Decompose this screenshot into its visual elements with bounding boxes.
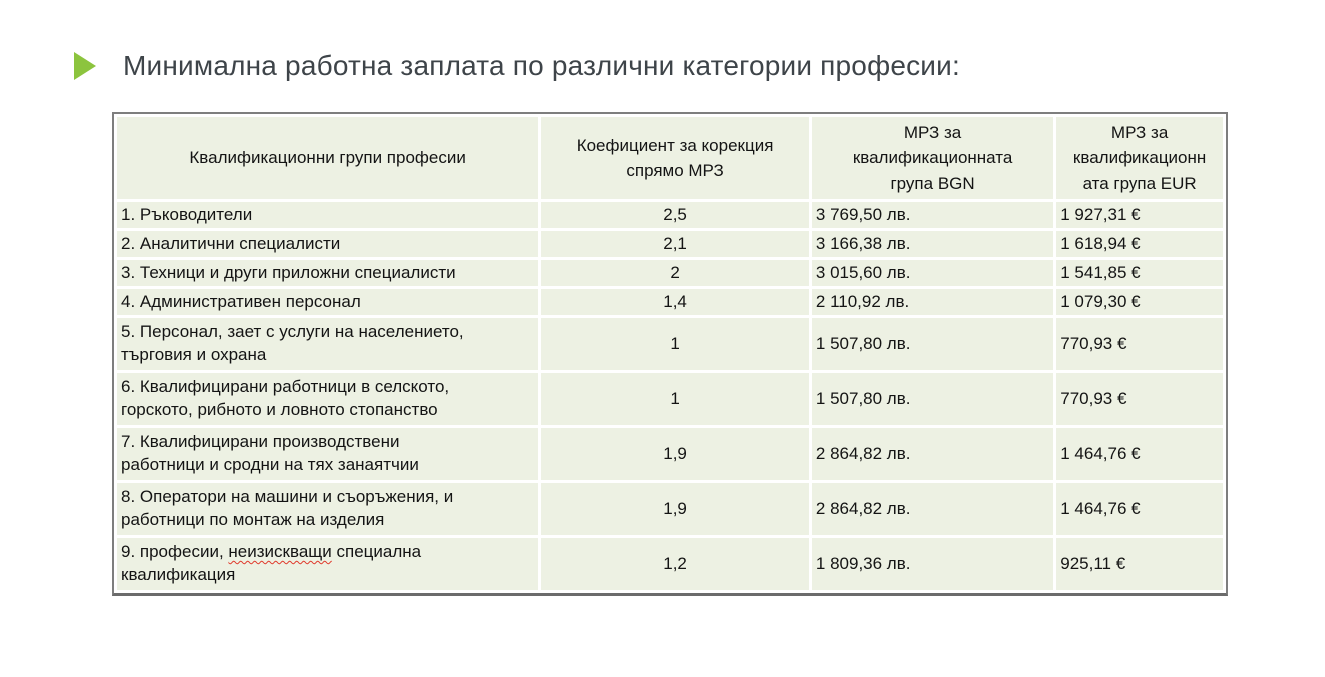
- cell-eur-amount: 1 541,85 €: [1056, 260, 1223, 286]
- cell-profession: 1. Ръководители: [117, 202, 539, 228]
- table-row: 3. Техници и други приложни специалисти …: [117, 260, 1223, 286]
- cell-eur-amount: 1 927,31 €: [1056, 202, 1223, 228]
- cell-bgn-amount: 1 809,36 лв.: [811, 538, 1054, 590]
- table-row: 2. Аналитични специалисти 2,1 3 166,38 л…: [117, 231, 1223, 257]
- table-row: 7. Квалифицирани производствени работниц…: [117, 428, 1223, 480]
- column-header-qualification-groups: Квалификационни групи професии: [117, 117, 539, 199]
- cell-profession: 9. професии, неизискващи специална квали…: [117, 538, 539, 590]
- cell-profession: 3. Техници и други приложни специалисти: [117, 260, 539, 286]
- table-row: 8. Оператори на машини и съоръжения, и р…: [117, 483, 1223, 535]
- cell-profession: 4. Административен персонал: [117, 289, 539, 315]
- table-row: 5. Персонал, зает с услуги на населениет…: [117, 318, 1223, 370]
- cell-coefficient: 1,9: [541, 483, 809, 535]
- cell-bgn-amount: 3 769,50 лв.: [811, 202, 1054, 228]
- cell-coefficient: 1: [541, 318, 809, 370]
- cell-eur-amount: 770,93 €: [1056, 373, 1223, 425]
- cell-eur-amount: 1 464,76 €: [1056, 428, 1223, 480]
- column-header-coefficient: Коефициент за корекция спрямо МРЗ: [541, 117, 809, 199]
- cell-coefficient: 1,4: [541, 289, 809, 315]
- cell-bgn-amount: 3 015,60 лв.: [811, 260, 1054, 286]
- cell-coefficient: 2,1: [541, 231, 809, 257]
- title-block: Минимална работна заплата по различни ка…: [74, 50, 960, 82]
- cell-eur-amount: 925,11 €: [1056, 538, 1223, 590]
- cell-eur-amount: 1 079,30 €: [1056, 289, 1223, 315]
- cell-profession: 8. Оператори на машини и съоръжения, и р…: [117, 483, 539, 535]
- cell-bgn-amount: 1 507,80 лв.: [811, 318, 1054, 370]
- column-header-eur: МРЗ за квалификационн ата група EUR: [1056, 117, 1223, 199]
- cell-bgn-amount: 2 864,82 лв.: [811, 428, 1054, 480]
- cell-bgn-amount: 2 110,92 лв.: [811, 289, 1054, 315]
- cell-coefficient: 1,9: [541, 428, 809, 480]
- cell-bgn-amount: 1 507,80 лв.: [811, 373, 1054, 425]
- cell-eur-amount: 770,93 €: [1056, 318, 1223, 370]
- cell-coefficient: 1,2: [541, 538, 809, 590]
- profession-text: 9. професии,: [121, 542, 229, 562]
- cell-profession: 6. Квалифицирани работници в селското, г…: [117, 373, 539, 425]
- cell-eur-amount: 1 464,76 €: [1056, 483, 1223, 535]
- minimum-wage-table: Квалификационни групи професии Коефициен…: [112, 112, 1228, 596]
- cell-profession: 7. Квалифицирани производствени работниц…: [117, 428, 539, 480]
- bullet-triangle-icon: [74, 52, 96, 80]
- table-row: 1. Ръководители 2,5 3 769,50 лв. 1 927,3…: [117, 202, 1223, 228]
- slide-title: Минимална работна заплата по различни ка…: [123, 50, 960, 81]
- table-row: 9. професии, неизискващи специална квали…: [117, 538, 1223, 590]
- profession-text: специална квалификация: [121, 542, 422, 584]
- table-row: 4. Административен персонал 1,4 2 110,92…: [117, 289, 1223, 315]
- cell-eur-amount: 1 618,94 €: [1056, 231, 1223, 257]
- cell-coefficient: 1: [541, 373, 809, 425]
- cell-coefficient: 2,5: [541, 202, 809, 228]
- cell-profession: 5. Персонал, зает с услуги на населениет…: [117, 318, 539, 370]
- cell-bgn-amount: 2 864,82 лв.: [811, 483, 1054, 535]
- table-row: 6. Квалифицирани работници в селското, г…: [117, 373, 1223, 425]
- column-header-bgn: МРЗ за квалификационната група BGN: [811, 117, 1054, 199]
- header-row: Квалификационни групи професии Коефициен…: [117, 117, 1223, 199]
- cell-profession: 2. Аналитични специалисти: [117, 231, 539, 257]
- cell-bgn-amount: 3 166,38 лв.: [811, 231, 1054, 257]
- misspelled-word: неизискващи: [228, 542, 332, 562]
- cell-coefficient: 2: [541, 260, 809, 286]
